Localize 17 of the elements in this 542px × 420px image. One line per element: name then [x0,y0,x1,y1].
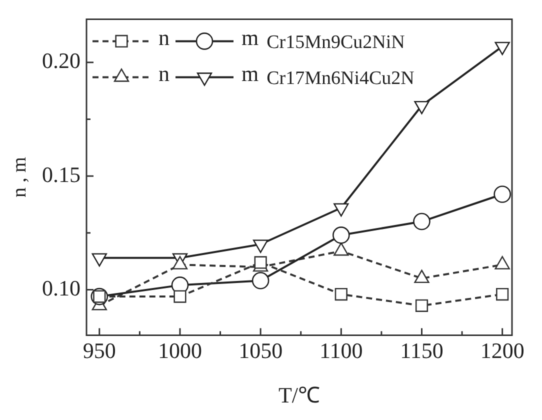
x-tick-label: 1150 [400,338,444,364]
y-tick-label: 0.15 [42,162,80,187]
x-tick-label: 950 [82,338,116,364]
legend-label: m [242,24,259,50]
x-tick-label: 1100 [320,338,363,364]
legend-label: n [158,24,170,50]
legend-label: n [158,60,170,86]
x-tick-label: 1050 [238,338,283,364]
x-tick-label: 1200 [480,338,524,364]
y-tick-label: 0.10 [42,276,80,301]
annotation: Cr15Mn9Cu2NiN [266,32,406,54]
y-tick-label: 0.20 [42,48,80,74]
x-axis-title: T/℃ [278,382,320,408]
annotation: Cr17Mn6Ni4Cu2N [266,68,415,90]
y-axis-title: n , m [8,156,30,198]
x-tick-label: 1000 [158,338,202,364]
legend-label: m [242,60,259,86]
